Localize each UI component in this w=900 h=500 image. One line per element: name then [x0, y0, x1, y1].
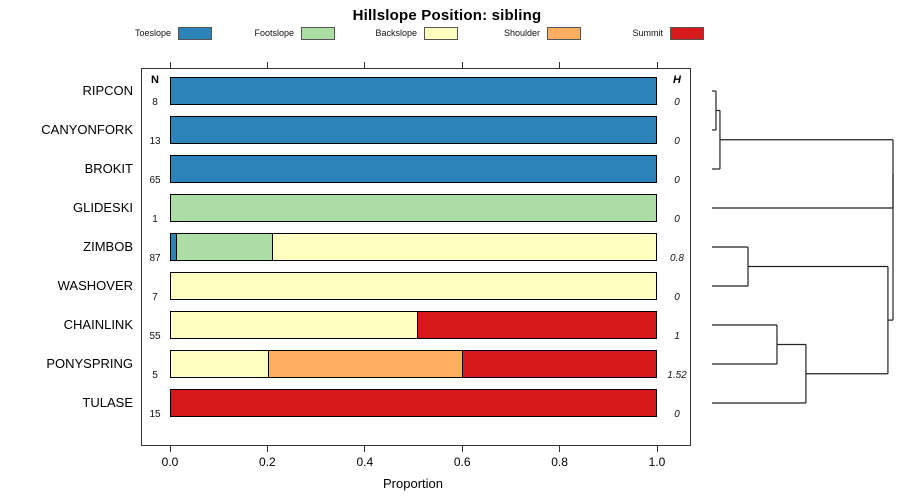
x-axis-top-tick [656, 62, 658, 68]
site-label: RIPCON [82, 83, 133, 98]
n-value: 1 [152, 214, 158, 225]
h-value: 0 [674, 136, 680, 147]
legend-label: Summit [632, 28, 663, 38]
row-bar [170, 116, 657, 144]
h-value: 0 [674, 409, 680, 420]
x-axis-tick [559, 446, 561, 452]
x-axis-tick [169, 446, 171, 452]
x-axis-top-tick [266, 62, 268, 68]
legend-swatch [301, 27, 335, 40]
site-label: CANYONFORK [41, 122, 133, 137]
site-label: WASHOVER [57, 278, 133, 293]
bar-segment-toeslope [171, 156, 656, 182]
bar-segment-toeslope [171, 117, 656, 143]
x-axis-tick [656, 446, 658, 452]
bar-segment-backslope [271, 234, 656, 260]
legend-swatch [547, 27, 581, 40]
h-value: 0 [674, 214, 680, 225]
n-value: 15 [149, 409, 161, 420]
n-value: 87 [149, 253, 161, 264]
row-bar [170, 311, 657, 339]
x-axis-tick [266, 446, 268, 452]
x-axis-tick-label: 0.6 [453, 455, 471, 469]
h-value: 1 [674, 331, 680, 342]
h-value: 1.52 [667, 370, 687, 381]
row-bar [170, 389, 657, 417]
x-axis-tick-label: 0.8 [551, 455, 568, 469]
site-label: ZIMBOB [83, 239, 133, 254]
site-label: CHAINLINK [63, 317, 133, 332]
bar-segment-summit [417, 312, 656, 338]
row-bar [170, 194, 657, 222]
x-axis-tick-label: 0.4 [356, 455, 374, 469]
site-label: PONYSPRING [46, 356, 133, 371]
legend-swatch [178, 27, 212, 40]
h-value: 0.8 [670, 253, 684, 264]
bar-segment-summit [171, 390, 656, 416]
x-axis-tick-label: 0.0 [161, 455, 179, 469]
legend-label: Backslope [375, 28, 417, 38]
bar-segment-backslope [171, 312, 418, 338]
bar-segment-backslope [171, 273, 656, 299]
legend-label: Footslope [254, 28, 294, 38]
bar-segment-toeslope [171, 78, 656, 104]
n-value: 13 [149, 136, 161, 147]
legend-label: Shoulder [503, 28, 540, 38]
legend-label: Toeslope [134, 28, 171, 38]
row-bar [170, 233, 657, 261]
x-axis-top-tick [461, 62, 463, 68]
row-bar [170, 350, 657, 378]
bar-segment-footslope [171, 195, 656, 221]
n-value: 65 [149, 175, 161, 186]
row-bar [170, 77, 657, 105]
x-axis-top-tick [559, 62, 561, 68]
n-value: 8 [152, 97, 158, 108]
x-axis-title: Proportion [383, 476, 443, 491]
site-label: GLIDESKI [73, 200, 133, 215]
legend-swatch [424, 27, 458, 40]
h-value: 0 [674, 292, 680, 303]
x-axis-tick-label: 1.0 [648, 455, 666, 469]
x-axis-tick-label: 0.2 [259, 455, 276, 469]
h-value: 0 [674, 97, 680, 108]
h-value: 0 [674, 175, 680, 186]
legend-swatch [670, 27, 704, 40]
n-column-header: N [151, 74, 159, 86]
x-axis-top-tick [169, 62, 171, 68]
site-label: BROKIT [84, 161, 133, 176]
bar-segment-toeslope [171, 234, 177, 260]
bar-segment-summit [461, 351, 656, 377]
h-column-header: H [673, 74, 681, 86]
n-value: 55 [149, 331, 161, 342]
x-axis-top-tick [364, 62, 366, 68]
bar-segment-shoulder [267, 351, 462, 377]
row-bar [170, 272, 657, 300]
x-axis-tick [461, 446, 463, 452]
n-value: 5 [152, 370, 158, 381]
bar-segment-footslope [176, 234, 272, 260]
site-label: TULASE [82, 395, 133, 410]
n-value: 7 [152, 292, 158, 303]
bar-segment-backslope [171, 351, 268, 377]
x-axis-tick [364, 446, 366, 452]
chart-title: Hillslope Position: sibling [352, 7, 542, 24]
row-bar [170, 155, 657, 183]
